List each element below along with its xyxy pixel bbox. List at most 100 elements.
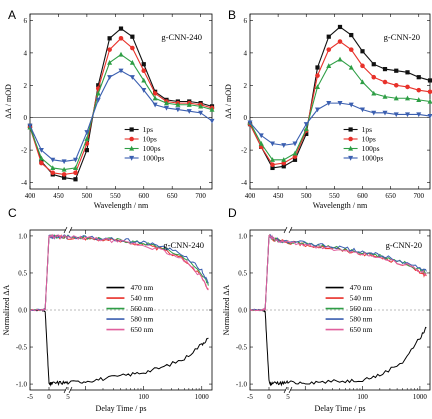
y-axis-label: ΔA / mOD — [4, 84, 13, 119]
data-point-1000ps — [303, 122, 309, 127]
y-tick-label: 4 — [244, 49, 248, 57]
legend-label: 1ps — [362, 125, 373, 134]
data-point-1ps — [371, 62, 376, 67]
x-tick-label: 600 — [139, 192, 150, 200]
x-tick-label: 650 — [167, 192, 178, 200]
legend-label: 1000ps — [362, 154, 384, 163]
x-tick-label: 5 — [66, 393, 70, 401]
x-tick-label: 500 — [82, 192, 93, 200]
y-tick-label: 2 — [24, 82, 28, 90]
y-tick-label: 0 — [24, 114, 28, 122]
x-tick-label: -5 — [27, 393, 33, 401]
data-point-10ps — [326, 47, 332, 52]
x-tick-label: -5 — [247, 393, 253, 401]
data-point-1000ps — [38, 148, 44, 153]
y-tick-label: 0.0 — [18, 307, 27, 315]
panel-title: g-CNN-20 — [384, 32, 420, 42]
panel-title: g-CNN-20 — [386, 240, 422, 250]
data-point-1000ps — [152, 102, 158, 108]
data-point-100ps — [141, 77, 147, 83]
series-line-470 nm — [249, 308, 427, 387]
data-point-100ps — [337, 56, 343, 62]
y-tick-label: 6 — [244, 17, 248, 25]
data-point-1000ps — [247, 120, 253, 126]
data-point-10ps — [39, 160, 44, 166]
y-tick-label: 4 — [24, 49, 28, 57]
data-point-100ps — [303, 126, 309, 132]
data-point-10ps — [382, 79, 388, 85]
data-point-1ps — [382, 66, 388, 72]
data-point-10ps — [118, 36, 124, 41]
data-point-1000ps — [270, 141, 275, 147]
x-tick-label: 500 — [301, 192, 312, 200]
data-point-10ps — [152, 91, 158, 96]
axis-break-gap — [66, 227, 70, 233]
data-point-1ps — [405, 70, 410, 75]
series-line-1ps — [249, 26, 431, 169]
series-line-470 nm — [29, 309, 209, 387]
data-point-10ps — [427, 89, 432, 95]
legend-label: 540 nm — [130, 294, 153, 303]
x-axis-label: Wavelength / nm — [94, 201, 149, 210]
data-point-1ps — [304, 131, 309, 137]
data-point-1000ps — [371, 110, 377, 116]
data-point-10ps — [270, 162, 275, 167]
data-point-1ps — [349, 32, 354, 38]
data-point-100ps — [107, 59, 113, 65]
data-point-1ps — [360, 49, 365, 54]
data-point-100ps — [382, 93, 388, 99]
data-point-100ps — [95, 90, 101, 96]
data-point-10ps — [337, 39, 343, 44]
data-point-1000ps — [27, 123, 33, 129]
y-tick-label: -4 — [21, 179, 27, 187]
legend-label: 650 nm — [350, 325, 373, 334]
data-point-10ps — [141, 68, 147, 74]
x-tick-label: 100 — [357, 393, 368, 401]
axis-break-mark — [68, 226, 73, 234]
data-point-1000ps — [118, 68, 124, 74]
data-point-1000ps — [141, 88, 147, 93]
x-tick-label: 100 — [138, 393, 149, 401]
legend-marker — [129, 136, 134, 142]
data-point-1000ps — [95, 97, 101, 103]
axis-break-mark — [68, 386, 73, 394]
data-point-1000ps — [84, 130, 90, 135]
y-axis-label: ΔA / mOD — [224, 84, 233, 119]
data-point-1ps — [84, 148, 89, 153]
data-point-1ps — [141, 62, 146, 67]
y-tick-label: 1.0 — [18, 232, 27, 240]
y-tick-label: -2 — [241, 147, 247, 155]
y-tick-label: 6 — [24, 17, 28, 25]
data-point-1000ps — [315, 107, 320, 113]
x-tick-label: 450 — [273, 192, 284, 200]
axis-break-mark — [63, 386, 68, 394]
data-point-1ps — [281, 164, 286, 169]
panel-letter: B — [228, 8, 236, 22]
panel-letter: C — [8, 206, 17, 220]
panel-title: g-CNN-240 — [163, 240, 204, 250]
series-line-1000ps — [249, 102, 431, 146]
data-point-1000ps — [360, 107, 365, 113]
data-point-1000ps — [209, 118, 215, 124]
legend-marker — [348, 145, 354, 151]
legend-marker — [129, 127, 134, 132]
plot-frame — [29, 13, 213, 190]
data-point-100ps — [371, 90, 377, 96]
legend-label: 580 nm — [350, 315, 373, 324]
data-point-100ps — [405, 95, 410, 101]
data-point-1000ps — [427, 113, 432, 119]
series-line-10ps — [29, 37, 213, 175]
panel-letter: D — [228, 206, 237, 220]
data-point-10ps — [73, 170, 78, 176]
x-tick-label: 550 — [110, 192, 121, 200]
y-tick-label: 0 — [244, 114, 248, 122]
data-point-100ps — [416, 97, 422, 102]
panel-letter: A — [8, 8, 16, 22]
data-point-1000ps — [281, 143, 287, 148]
x-tick-label: 650 — [385, 192, 396, 200]
data-point-100ps — [50, 165, 56, 171]
x-axis-label: Delay Time / ps — [96, 404, 147, 413]
legend-label: 100ps — [143, 144, 161, 153]
